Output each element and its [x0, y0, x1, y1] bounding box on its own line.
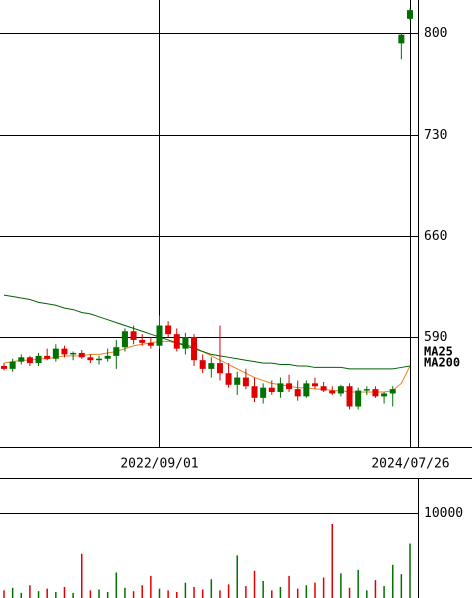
candle-body [311, 383, 318, 387]
candle-body [346, 386, 353, 407]
candle-body [286, 383, 293, 390]
candle-body [389, 389, 396, 394]
candle-body [104, 355, 111, 359]
x-tick-label: 2024/07/26 [371, 457, 449, 472]
y-tick-label: 590 [424, 330, 447, 345]
candle-body [35, 355, 42, 364]
candle-body [320, 386, 327, 391]
candle-body [363, 389, 370, 391]
candle-body [225, 373, 232, 385]
candle-body [277, 383, 284, 393]
candle-body [1, 365, 7, 369]
candle-body [294, 389, 301, 397]
candle-body [242, 377, 249, 387]
candle-body [268, 387, 275, 393]
candle-body [381, 393, 388, 397]
candle-body [216, 363, 223, 374]
candle-body [44, 355, 51, 359]
legend-label: MA25 [424, 345, 453, 359]
x-tick-label: 2022/09/01 [120, 457, 198, 472]
y-tick-label: 800 [424, 26, 447, 41]
candle-body [303, 383, 310, 397]
candle-body [182, 337, 189, 349]
candle-body [355, 390, 362, 407]
candle-body [130, 331, 137, 340]
candle-body [139, 339, 146, 343]
candle-body [96, 358, 103, 361]
candle-body [191, 337, 198, 361]
candle-body [78, 352, 85, 358]
candle-body [260, 387, 267, 398]
candle-body [87, 357, 94, 361]
candle-body [173, 334, 180, 349]
legend-label: MA200 [424, 356, 460, 370]
y-tick-label: 660 [424, 229, 447, 244]
candle-body [9, 361, 16, 369]
candle-body [337, 386, 344, 394]
candle-body [113, 347, 120, 356]
candle-body [199, 360, 206, 369]
candle-body [52, 348, 59, 359]
candle-body [70, 352, 77, 355]
candle-body [165, 325, 172, 335]
y-tick-label: 730 [424, 128, 447, 143]
candle-body [26, 357, 33, 364]
candle-body [398, 34, 405, 44]
candle-body [407, 10, 413, 19]
y-tick-label: 10000 [424, 506, 463, 521]
candle-body [18, 357, 25, 362]
candle-body [372, 389, 379, 397]
candle-body [234, 377, 241, 385]
ma-line [3, 294, 411, 370]
candle-body [147, 342, 154, 346]
candle-body [208, 363, 215, 369]
candle-body [329, 390, 336, 394]
candle-body [156, 325, 163, 346]
candle-body [251, 386, 258, 398]
candle-body [61, 348, 68, 355]
candle-body [121, 331, 128, 348]
